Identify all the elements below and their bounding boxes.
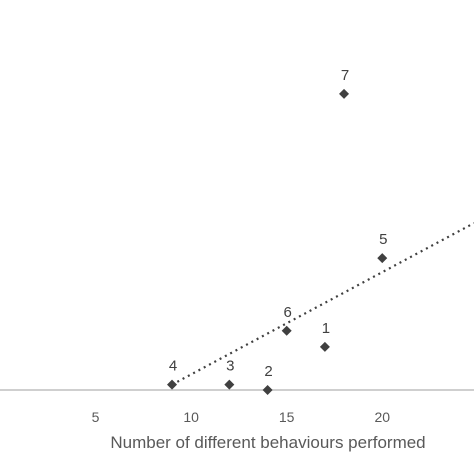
trendline: [171, 222, 474, 386]
data-points: [167, 88, 388, 395]
x-tick-label-15: 15: [279, 409, 295, 425]
data-point-5: [377, 253, 388, 264]
data-point-4: [167, 379, 178, 390]
point-labels: 1 2 3 4 5 6 7: [169, 67, 388, 380]
x-tick-label-5: 5: [92, 409, 100, 425]
x-tick-label-20: 20: [374, 409, 390, 425]
data-point-7: [339, 88, 350, 99]
point-label-1: 1: [322, 320, 330, 337]
point-label-2: 2: [264, 363, 272, 380]
x-tick-labels: 5 10 15 20: [92, 409, 391, 425]
x-tick-label-10: 10: [183, 409, 199, 425]
data-point-2: [262, 385, 273, 395]
x-axis-title: Number of different behaviours performed: [110, 433, 425, 452]
data-point-6: [281, 325, 292, 336]
point-label-6: 6: [284, 304, 292, 321]
point-label-5: 5: [379, 231, 387, 248]
data-point-3: [224, 379, 235, 390]
point-label-7: 7: [341, 67, 349, 84]
data-point-1: [319, 341, 330, 352]
point-label-4: 4: [169, 358, 177, 375]
point-label-3: 3: [226, 358, 234, 375]
